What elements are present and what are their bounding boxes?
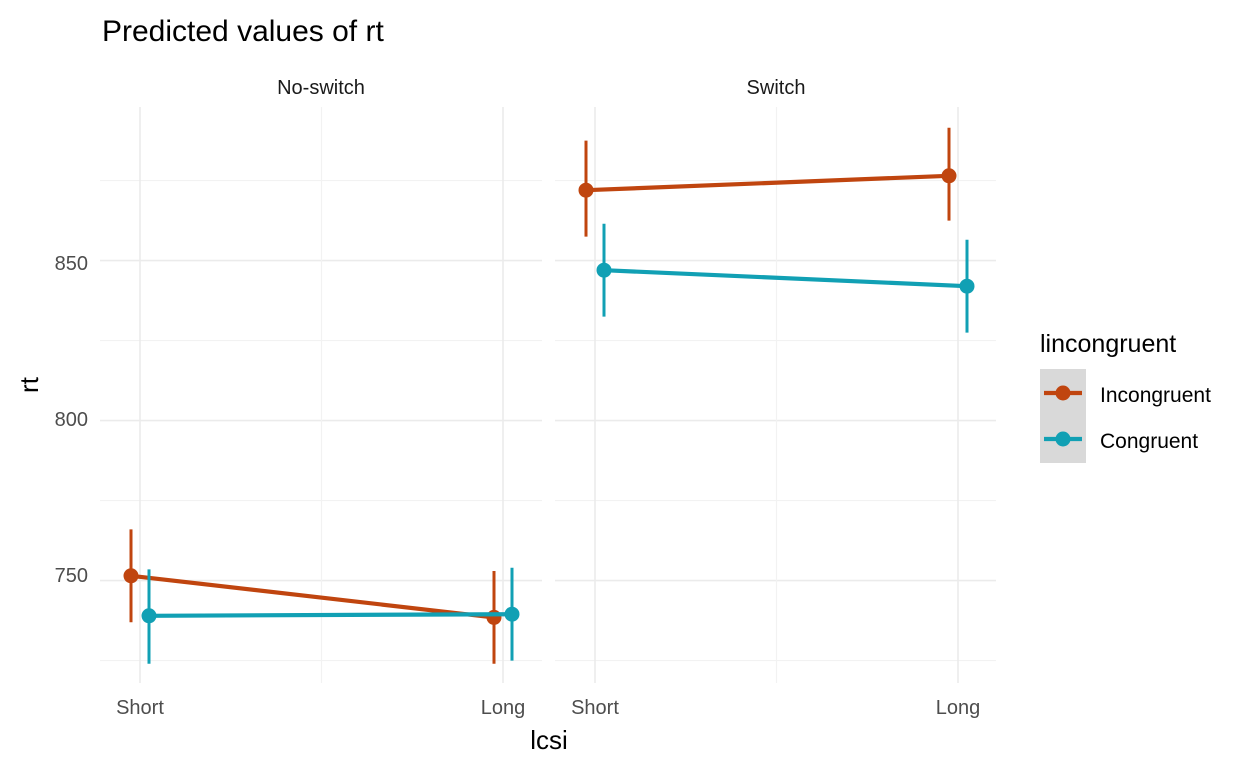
data-point: [959, 278, 975, 294]
data-point: [596, 262, 612, 278]
panel-grid: [555, 107, 996, 683]
x-tick-label: Long: [936, 697, 981, 719]
series-line: [130, 573, 495, 620]
series-line: [603, 268, 968, 289]
panel-marks: [578, 127, 975, 333]
y-tick-label: 800: [55, 409, 88, 431]
y-tick-label: 850: [55, 253, 88, 275]
legend-key-point: [1055, 431, 1071, 447]
legend-keys: [1044, 385, 1082, 447]
x-axis-title: lcsi: [530, 725, 568, 755]
y-axis-title: rt: [14, 376, 44, 393]
panel-marks: [123, 529, 520, 664]
data-point: [141, 608, 157, 624]
legend-key-point: [1055, 385, 1071, 401]
series-line: [148, 612, 513, 618]
data-point: [504, 606, 520, 622]
panel-switch: Switch Short Long: [555, 77, 996, 719]
data-point: [941, 168, 957, 184]
panel-no-switch: No-switch Short Long: [100, 77, 542, 719]
y-axis: 750 800 850: [55, 253, 88, 587]
x-tick-label: Short: [571, 697, 619, 719]
legend: lincongruent Incongruent Congruent: [1040, 330, 1211, 463]
series-line: [585, 173, 950, 193]
y-tick-label: 750: [55, 565, 88, 587]
legend-label: Congruent: [1100, 430, 1198, 453]
x-tick-label: Long: [481, 697, 526, 719]
data-point: [123, 568, 139, 584]
data-point: [578, 182, 594, 198]
panel-label: Switch: [747, 77, 806, 99]
legend-label: Incongruent: [1100, 384, 1211, 407]
x-tick-label: Short: [116, 697, 164, 719]
chart-title: Predicted values of rt: [102, 15, 384, 48]
legend-title: lincongruent: [1040, 330, 1176, 358]
data-point: [486, 609, 502, 625]
legend-key-background: [1040, 369, 1086, 463]
panel-label: No-switch: [277, 77, 365, 99]
